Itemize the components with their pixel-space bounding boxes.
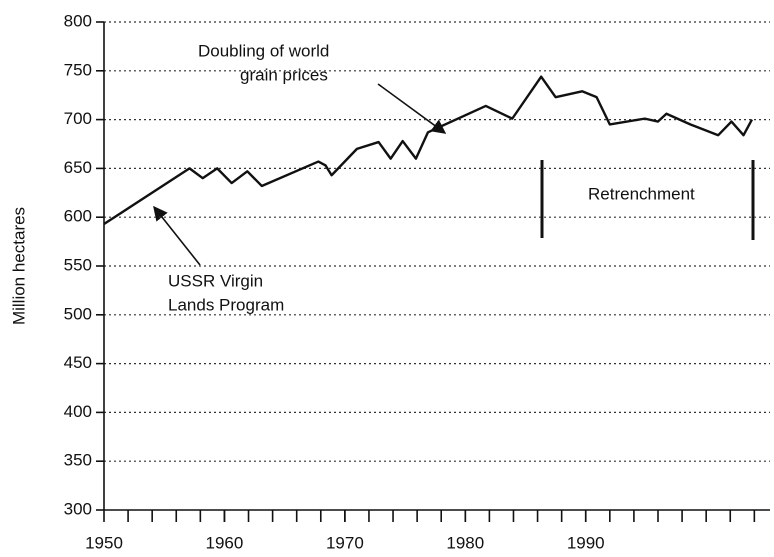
y-tick-label: 450 xyxy=(64,353,92,372)
y-tick-label: 500 xyxy=(64,304,92,323)
y-tick-label: 350 xyxy=(64,451,92,470)
annotation: Lands Program xyxy=(168,295,284,314)
x-tick-label: 1970 xyxy=(326,533,364,552)
y-tick-label: 750 xyxy=(64,60,92,79)
x-tick-label: 1960 xyxy=(206,533,244,552)
annotation: Retrenchment xyxy=(588,184,695,203)
annotation: USSR Virgin xyxy=(168,271,263,290)
y-tick-label: 300 xyxy=(64,499,92,518)
y-tick-label: 700 xyxy=(64,109,92,128)
annotation-arrow xyxy=(153,205,201,266)
y-tick-label: 550 xyxy=(64,255,92,274)
y-tick-label: 400 xyxy=(64,402,92,421)
x-tick-label: 1990 xyxy=(567,533,605,552)
annotation: Doubling of world xyxy=(198,41,329,60)
y-tick-label: 650 xyxy=(64,158,92,177)
y-tick-label: 600 xyxy=(64,207,92,226)
annotation-arrow xyxy=(377,83,447,134)
data-line xyxy=(103,75,753,226)
y-axis-label: Million hectares xyxy=(9,207,28,325)
y-tick-label: 800 xyxy=(64,11,92,30)
x-tick-label: 1950 xyxy=(85,533,123,552)
x-tick-label: 1980 xyxy=(446,533,484,552)
annotation: grain prices xyxy=(240,65,328,84)
